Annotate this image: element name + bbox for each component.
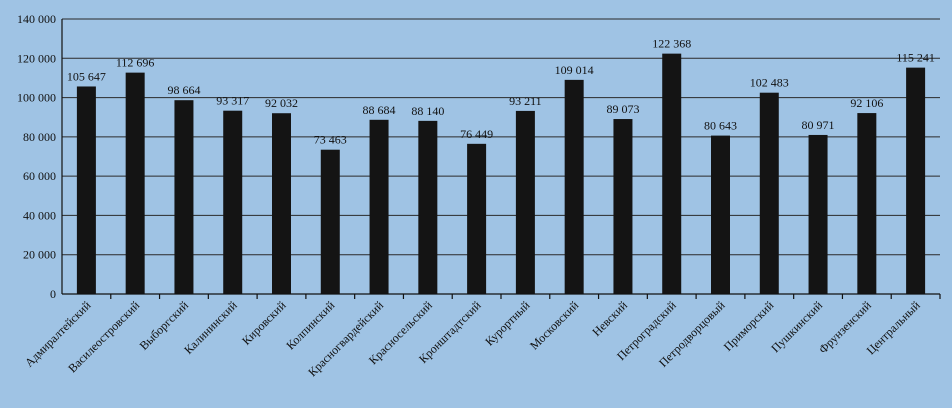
data-label: 93 211 xyxy=(509,94,542,108)
y-tick-label: 20 000 xyxy=(23,248,56,262)
data-labels: 105 647 112 696 98 664 93 317 92 032 73 463 88… xyxy=(67,37,935,147)
bar xyxy=(613,119,633,294)
bar xyxy=(759,92,779,294)
data-label: 102 483 xyxy=(750,76,789,90)
data-label: 80 643 xyxy=(704,119,737,133)
data-label: 105 647 xyxy=(67,69,106,83)
data-label: 89 073 xyxy=(606,102,639,116)
x-tick-label: Курортный xyxy=(482,298,533,349)
y-tick-label: 40 000 xyxy=(23,208,56,222)
y-tick-label: 120 000 xyxy=(17,51,56,65)
bar xyxy=(369,119,389,294)
bar xyxy=(906,67,926,294)
data-label: 122 368 xyxy=(652,37,691,51)
data-label: 109 014 xyxy=(555,63,594,77)
data-label: 93 317 xyxy=(216,94,249,108)
bar xyxy=(515,110,535,294)
data-label: 80 971 xyxy=(802,118,835,132)
x-tick-label: Кировский xyxy=(239,298,289,348)
y-tick-label: 0 xyxy=(50,287,56,301)
x-tick-label: Невский xyxy=(589,298,630,339)
y-axis-tick-labels: 0 20 000 40 000 60 000 80 000 100 000 120 000 1… xyxy=(17,12,56,301)
gridlines xyxy=(62,18,940,256)
bar xyxy=(662,53,682,295)
bar xyxy=(223,110,243,294)
data-label: 76 449 xyxy=(460,127,493,141)
data-label: 112 696 xyxy=(116,56,155,70)
bar xyxy=(857,113,877,294)
data-label: 92 032 xyxy=(265,96,298,110)
bar xyxy=(174,100,194,295)
bar xyxy=(125,72,145,294)
data-label: 92 106 xyxy=(850,96,883,110)
bar xyxy=(808,134,828,294)
x-tick-label: Московский xyxy=(527,298,582,353)
bar xyxy=(711,135,730,294)
bar xyxy=(272,113,291,294)
axes xyxy=(61,19,941,299)
data-label: 115 241 xyxy=(896,51,935,65)
x-tick-label: Калининский xyxy=(181,298,240,357)
y-tick-label: 140 000 xyxy=(17,12,56,26)
bar xyxy=(76,86,96,294)
bar xyxy=(467,143,487,294)
data-label: 88 140 xyxy=(411,104,444,118)
data-label: 88 684 xyxy=(363,103,396,117)
x-axis-tick-labels: АдмиралтейскийВасилеостровскийВыборгский… xyxy=(22,298,923,379)
y-tick-label: 60 000 xyxy=(23,169,56,183)
y-tick-label: 80 000 xyxy=(23,130,56,144)
data-label: 98 664 xyxy=(167,83,200,97)
data-label: 73 463 xyxy=(314,133,347,147)
bar xyxy=(418,120,438,294)
bar xyxy=(564,79,584,294)
bar xyxy=(320,149,340,294)
y-tick-label: 100 000 xyxy=(17,91,56,105)
bars xyxy=(76,53,926,295)
